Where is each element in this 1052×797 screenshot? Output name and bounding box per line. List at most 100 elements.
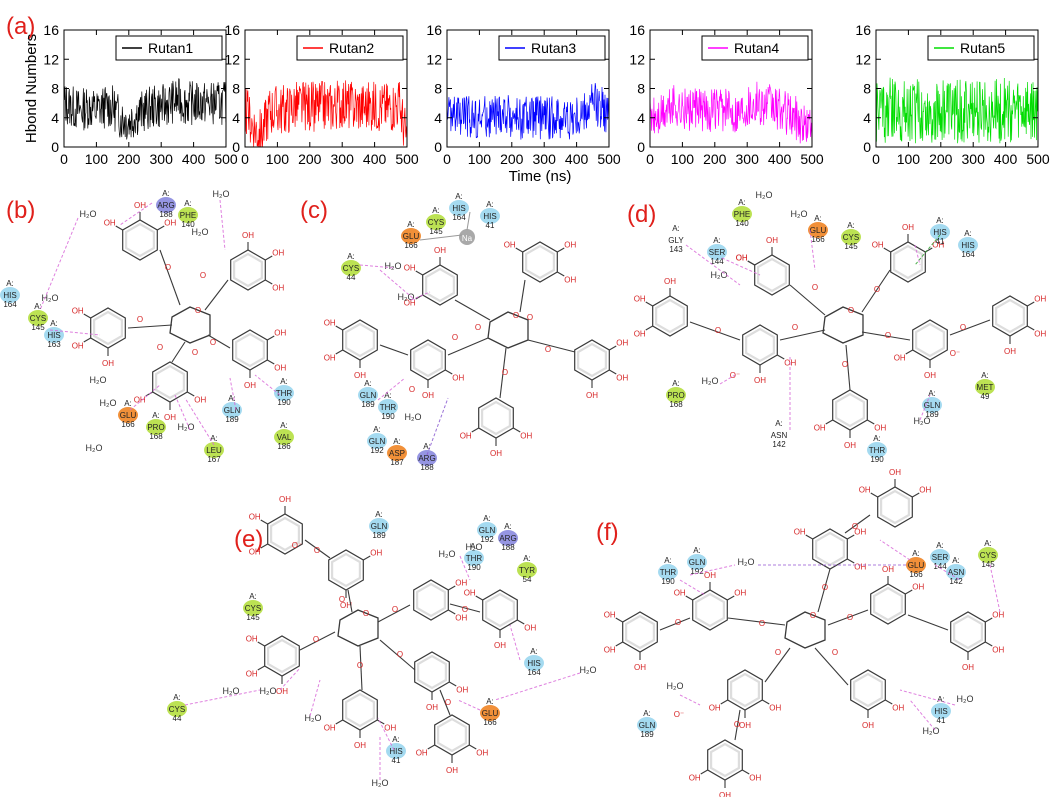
bond [845, 344, 851, 391]
residue-number: 164 [527, 668, 541, 677]
hbond-line [989, 564, 1001, 613]
bond [779, 329, 826, 341]
glucose-ring [487, 311, 529, 349]
residue-halo [975, 379, 995, 395]
y-tick-label: 12 [629, 51, 645, 67]
residue-name: CYS [30, 314, 46, 323]
hydroxyl-label: OH [919, 486, 931, 495]
ring-shadow [413, 342, 443, 378]
y-tick-label: 0 [637, 139, 645, 155]
ring-bond [342, 319, 378, 361]
bond [83, 313, 91, 319]
residue-chain: A: [738, 198, 746, 207]
residue-halo [930, 549, 950, 565]
residue-number: 142 [949, 577, 963, 586]
residue-number: 166 [909, 570, 923, 579]
x-tick-label: 400 [768, 151, 792, 167]
hydroxyl-label: OH [902, 223, 914, 232]
benzene-ring [230, 249, 266, 291]
residue-chain: A: [775, 419, 783, 428]
residue-halo [687, 554, 707, 570]
hbond-chart-4: 0 4 8 12 16 0 100 200 300 400 500 Rutan4 [629, 22, 823, 167]
ring-bond [264, 635, 300, 677]
hydroxyl-label: OH [586, 391, 598, 400]
x-tick-label: 400 [182, 151, 206, 167]
water-label: H₂O [372, 778, 389, 788]
water-label: H₂O [405, 412, 422, 422]
hydroxyl-label: OH [249, 548, 261, 557]
residue-halo [178, 207, 198, 223]
residue-chain: A: [375, 510, 383, 519]
panel-label-f: (f) [596, 519, 619, 546]
hydroxyl-label: OH [274, 364, 286, 373]
hbond-chart-1: 0 4 8 12 16 0 100 200 300 400 500 Rutan1 Hbond Numbe… [23, 22, 238, 167]
residue-halo [498, 530, 518, 546]
hydroxyl-label: OH [709, 704, 721, 713]
panel-label-e: (e) [234, 526, 263, 553]
hydroxyl-label: OH [134, 396, 146, 405]
residue-number: 41 [937, 716, 946, 725]
ring-shadow [694, 592, 726, 628]
ring-shadow [744, 327, 776, 363]
bond [448, 609, 456, 615]
residue-chain: A: [6, 279, 14, 288]
residue-chain: A: [210, 434, 218, 443]
water-label: H₂O [260, 686, 277, 696]
ring-bond [422, 264, 458, 306]
residue-number: 186 [277, 442, 291, 451]
ring-shadow [709, 742, 741, 778]
water-label: H₂O [756, 190, 773, 200]
residue-number: 188 [420, 463, 434, 472]
benzene-ring [422, 264, 458, 306]
ring-bond [413, 579, 449, 621]
hydroxyl-label: OH [72, 342, 84, 351]
benzene-ring [622, 611, 658, 653]
ring-bond [950, 611, 986, 653]
residue-halo [243, 600, 263, 616]
residue-halo [167, 701, 187, 717]
residue-halo [387, 445, 407, 461]
benzene-ring [812, 528, 848, 570]
residue-number: 164 [3, 300, 17, 309]
hydroxyl-label: OH [504, 241, 516, 250]
bond [527, 339, 576, 353]
benzene-ring [742, 324, 778, 366]
hydroxyl-label: OH [455, 614, 467, 623]
bond [727, 595, 735, 601]
legend-entry: Rutan3 [531, 40, 576, 56]
residue-number: 190 [661, 577, 675, 586]
ring-bond [742, 324, 778, 366]
y-tick-label: 0 [232, 139, 240, 155]
ring-bond [754, 254, 790, 296]
hydroxyl-label: OH [456, 686, 468, 695]
ring-shadow [756, 257, 788, 293]
hydroxyl-label: OH [194, 396, 206, 405]
residue-chain: A: [124, 399, 132, 408]
ring-shadow [834, 392, 866, 428]
bond [847, 534, 855, 540]
oxide-label: O⁻ [674, 710, 684, 719]
residue-name: PHE [734, 210, 750, 219]
hbond-line [689, 564, 736, 576]
bond [445, 369, 453, 375]
bond [447, 337, 489, 356]
water-label: H₂O [439, 549, 456, 559]
bond [609, 369, 617, 375]
hbond-line [379, 269, 416, 301]
hydroxyl-label: OH [102, 359, 114, 368]
x-tick-label: 300 [150, 151, 174, 167]
water-label: H₂O [957, 694, 974, 704]
ring-shadow [124, 222, 155, 258]
y-tick-label: 16 [855, 22, 871, 38]
benzene-ring [413, 579, 449, 621]
bond [363, 555, 371, 561]
hbond-line [39, 217, 79, 311]
hydroxyl-label: OH [736, 254, 748, 263]
bond [260, 519, 268, 525]
residue-name: CYS [245, 604, 261, 613]
